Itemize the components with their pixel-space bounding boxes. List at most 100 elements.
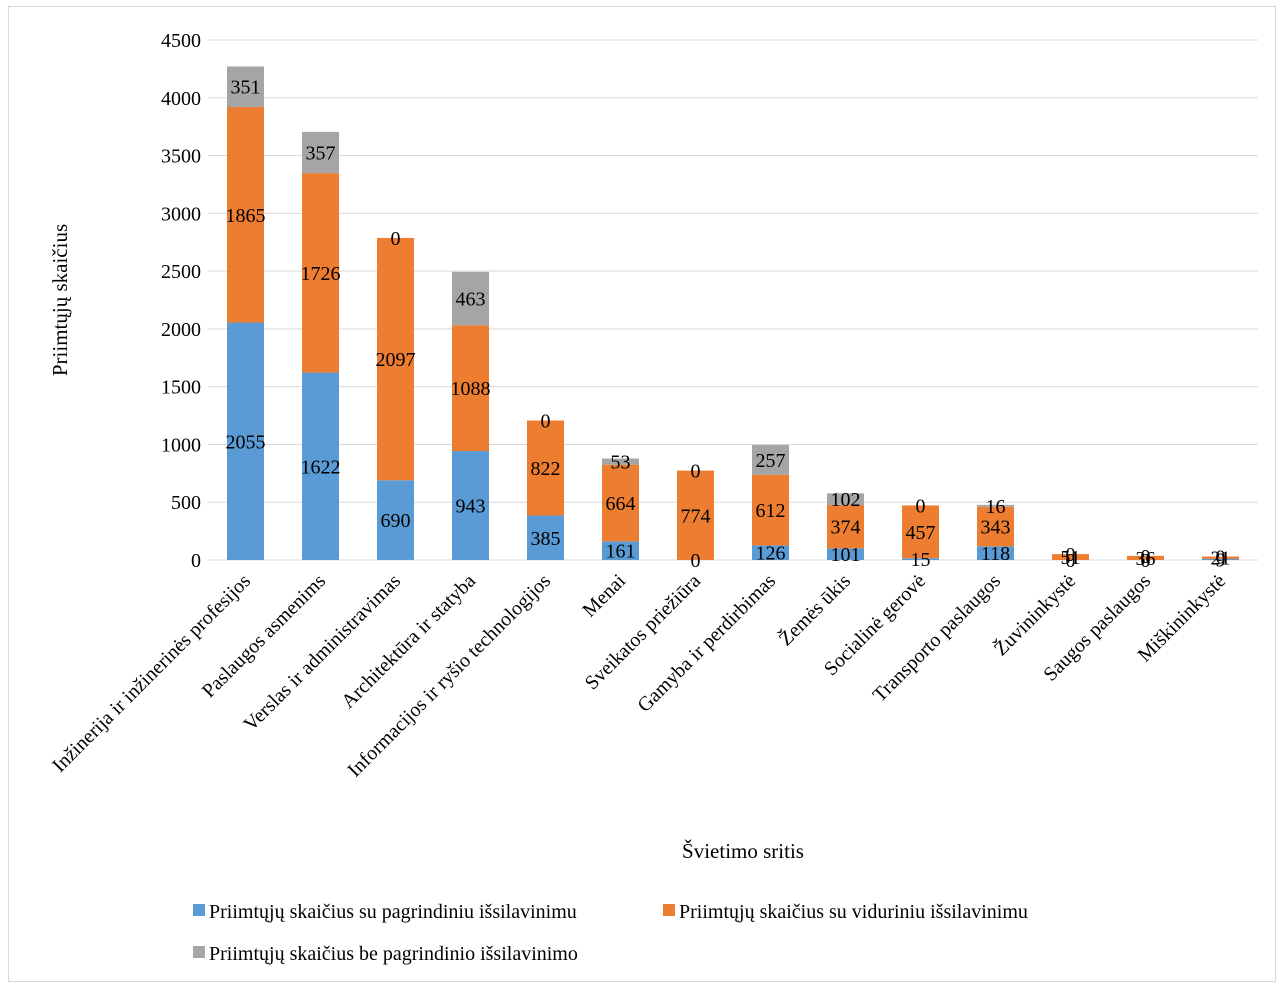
chart-area [8, 6, 1276, 982]
y-tick-label: 1000 [161, 434, 201, 456]
data-label: 343 [981, 517, 1011, 539]
y-tick-label: 1500 [161, 377, 201, 399]
x-tick-label: Transporto paslaugos [869, 570, 1006, 707]
data-label: 36 [1136, 548, 1156, 570]
data-label: 0 [391, 228, 401, 250]
bar-segment [527, 420, 564, 516]
data-label: 351 [231, 77, 261, 99]
bar-segment [602, 464, 639, 542]
bar-segment [902, 505, 939, 559]
legend-swatch [663, 904, 675, 916]
data-label: 101 [831, 544, 861, 566]
bar-segment [452, 271, 489, 326]
x-axis-title: Švietimo sritis [682, 839, 804, 863]
x-tick-label: Gamyba ir perdirbimas [633, 570, 780, 717]
y-axis-ticks: 0 500 1000 1500 2000 2500 3000 3500 4000 4500 [161, 30, 201, 572]
data-label: 126 [756, 543, 786, 565]
y-tick-label: 2500 [161, 261, 201, 283]
data-label: 9 [1216, 549, 1226, 571]
bar-segment [302, 131, 339, 174]
data-label: 0 [916, 495, 926, 517]
bar-segment [527, 515, 564, 560]
bar-segment [377, 237, 414, 481]
x-tick-label: Verslas ir administravimas [239, 570, 405, 736]
data-label: 457 [906, 522, 936, 544]
data-label: 1088 [451, 378, 491, 400]
data-label: 0 [1216, 547, 1226, 569]
data-label: 16 [986, 496, 1006, 518]
bar-segment [827, 505, 864, 549]
y-tick-label: 0 [191, 550, 201, 572]
data-label: 822 [531, 458, 561, 480]
bar-segment [1127, 555, 1164, 560]
y-tick-label: 3500 [161, 146, 201, 168]
data-label: 0 [1066, 544, 1076, 566]
bar-segment [752, 474, 789, 546]
legend-label: Priimtųjų skaičius su pagrindiniu išsila… [209, 901, 577, 923]
legend-label: Priimtųjų skaičius su viduriniu išsilavi… [679, 901, 1028, 923]
bar-segment [752, 445, 789, 475]
bar-segment [827, 493, 864, 506]
data-label: 0 [1141, 550, 1151, 572]
data-label: 385 [531, 528, 561, 550]
y-axis-title: Priimtųjų skaičius [48, 224, 72, 376]
data-label: 21 [1211, 548, 1231, 570]
data-label: 690 [381, 510, 411, 532]
bar-segment [1202, 558, 1239, 560]
x-tick-label: Paslaugos asmenims [198, 570, 330, 702]
x-tick-label: Menai [578, 570, 630, 622]
bar-segment [227, 66, 264, 108]
data-label: 0 [1066, 550, 1076, 572]
bar-segment [602, 458, 639, 465]
y-tick-label: 4000 [161, 88, 201, 110]
bar-segment [452, 451, 489, 560]
data-label: 51 [1061, 547, 1081, 569]
bar-segment [302, 372, 339, 560]
bar-segment [602, 541, 639, 560]
data-label: 0 [691, 461, 701, 483]
bars [227, 66, 1239, 560]
data-label: 612 [756, 500, 786, 522]
y-tick-label: 2000 [161, 319, 201, 341]
data-label: 0 [691, 550, 701, 572]
data-label: 161 [606, 541, 636, 563]
bar-segment [902, 558, 939, 560]
data-label: 0 [1141, 546, 1151, 568]
bar-segment [752, 545, 789, 560]
bar-segment [827, 548, 864, 560]
bar-segment [677, 470, 714, 560]
bar-segment [452, 325, 489, 452]
data-label: 53 [611, 452, 631, 474]
data-label: 357 [306, 142, 336, 164]
data-label: 2055 [226, 431, 266, 453]
bar-segment [227, 322, 264, 560]
data-label: 2097 [376, 349, 416, 371]
legend: Priimtųjų skaičius su pagrindiniu išsila… [193, 901, 1028, 965]
x-axis-ticks: Inžinerija ir inžinerinės profesijosPasl… [48, 569, 1230, 781]
bar-segment [977, 506, 1014, 547]
x-tick-label: Žemės ūkis [774, 569, 855, 650]
legend-label: Priimtųjų skaičius be pagrindinio išsila… [209, 943, 578, 965]
data-labels: 2055 1865 351 1622 1726 357 690 2097 0 943 1088 463… [226, 77, 1231, 572]
legend-swatch [193, 904, 205, 916]
data-label: 664 [606, 493, 636, 515]
data-label: 102 [831, 489, 861, 511]
data-label: 118 [981, 543, 1010, 565]
y-tick-label: 500 [171, 492, 201, 514]
data-label: 1622 [301, 456, 341, 478]
x-tick-label: Architektūra ir statyba [337, 570, 480, 713]
y-tick-label: 4500 [161, 30, 201, 52]
data-label: 257 [756, 450, 786, 472]
legend-swatch [193, 946, 205, 958]
bar-segment [977, 504, 1014, 507]
bar-segment [1202, 556, 1239, 559]
data-label: 0 [541, 411, 551, 433]
bar-segment [377, 480, 414, 560]
data-label: 15 [911, 549, 931, 571]
data-label: 463 [456, 289, 486, 311]
bar-segment [977, 546, 1014, 560]
data-label: 1726 [301, 263, 341, 285]
data-label: 943 [456, 496, 486, 518]
data-label: 1865 [226, 205, 266, 227]
